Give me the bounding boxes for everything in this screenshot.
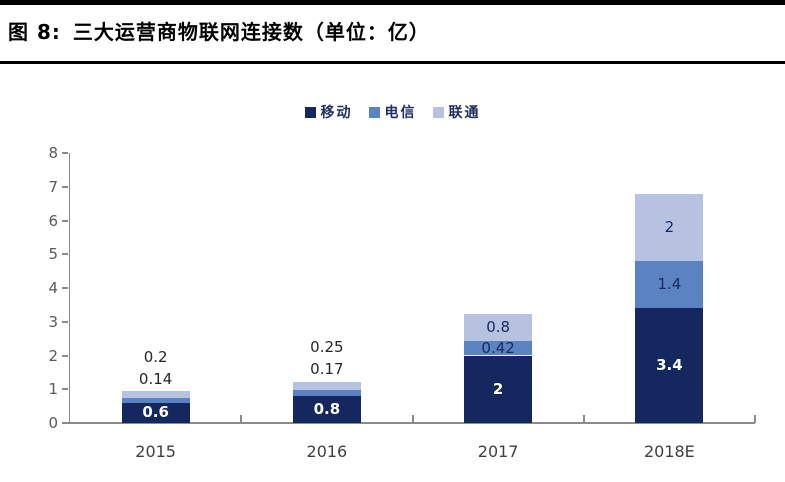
bar-value-label: 0.6 bbox=[142, 403, 169, 422]
legend-swatch-icon bbox=[304, 106, 316, 118]
y-tick-label: 6 bbox=[48, 211, 58, 230]
y-axis-tick bbox=[62, 287, 68, 289]
bar-segment-联通 bbox=[635, 193, 704, 261]
y-axis-tick bbox=[62, 253, 68, 256]
x-axis-tick bbox=[240, 415, 243, 423]
y-tick-label: 1 bbox=[48, 380, 58, 399]
legend-item: 联通 bbox=[432, 102, 481, 122]
y-axis-tick bbox=[62, 320, 68, 323]
bar-segment-联通 bbox=[292, 381, 361, 391]
y-tick-label: 3 bbox=[48, 312, 58, 331]
bar-segment-联通 bbox=[464, 314, 533, 342]
x-category-label: 2015 bbox=[135, 442, 176, 461]
bar-value-label: 0.14 bbox=[138, 369, 173, 388]
chart-legend: 移动 电信 联通 bbox=[0, 103, 785, 121]
bar-segment-移动 bbox=[635, 308, 704, 423]
bar-value-label: 2 bbox=[492, 379, 504, 398]
x-category-label: 2016 bbox=[306, 442, 348, 461]
x-axis-tick bbox=[411, 415, 414, 423]
legend-swatch-icon bbox=[432, 106, 444, 118]
y-tick-label: 4 bbox=[48, 279, 58, 297]
y-axis-tick bbox=[62, 354, 68, 357]
x-axis-tick bbox=[754, 415, 756, 423]
y-tick-label: 2 bbox=[48, 346, 58, 365]
bar-segment-电信 bbox=[635, 261, 704, 309]
y-axis-tick bbox=[62, 388, 68, 391]
x-category-label: 2018E bbox=[643, 442, 695, 461]
bar-segment-电信 bbox=[121, 398, 190, 403]
header-divider-rule bbox=[0, 61, 785, 64]
x-category-label: 2017 bbox=[477, 442, 519, 461]
bar-segment-电信 bbox=[464, 341, 533, 356]
bar-segment-联通 bbox=[121, 391, 190, 399]
bar-value-label: 3.4 bbox=[656, 356, 683, 375]
legend-item: 移动 bbox=[304, 102, 353, 122]
legend-label: 联通 bbox=[448, 105, 481, 121]
bar-segment-移动 bbox=[121, 402, 190, 423]
y-tick-label: 5 bbox=[48, 245, 58, 264]
bar-value-label: 2 bbox=[664, 217, 675, 236]
y-tick-label: 7 bbox=[48, 177, 58, 196]
legend-label: 电信 bbox=[384, 105, 417, 121]
legend-label: 移动 bbox=[320, 105, 353, 121]
bar-value-label: 0.2 bbox=[143, 347, 168, 366]
y-axis-tick bbox=[62, 219, 68, 222]
bar-segment-移动 bbox=[292, 396, 361, 423]
bar-value-label: 0.8 bbox=[313, 400, 341, 418]
y-axis-tick bbox=[62, 185, 68, 188]
figure-title: 图 8: 三大运营商物联网连接数（单位：亿） bbox=[8, 16, 778, 45]
bar-value-label: 0.8 bbox=[486, 318, 511, 337]
bar-segment-电信 bbox=[292, 390, 361, 396]
bar-value-label: 0.25 bbox=[310, 338, 344, 357]
figure-number: 图 8: bbox=[8, 20, 61, 44]
x-axis bbox=[68, 422, 755, 424]
figure-title-text: 三大运营商物联网连接数（单位：亿） bbox=[72, 20, 430, 44]
legend-swatch-icon bbox=[368, 106, 380, 118]
top-border-rule bbox=[0, 0, 785, 5]
y-axis bbox=[68, 153, 70, 423]
y-tick-label: 0 bbox=[48, 414, 58, 432]
legend-item: 电信 bbox=[368, 102, 417, 122]
bar-value-label: 0.42 bbox=[481, 338, 515, 357]
y-axis-tick bbox=[62, 422, 68, 424]
bar-segment-移动 bbox=[464, 355, 533, 423]
bar-value-label: 0.17 bbox=[310, 360, 344, 379]
bar-value-label: 1.4 bbox=[657, 275, 682, 294]
x-axis-tick bbox=[582, 415, 585, 423]
y-tick-label: 8 bbox=[48, 144, 58, 162]
y-axis-tick bbox=[62, 152, 68, 154]
